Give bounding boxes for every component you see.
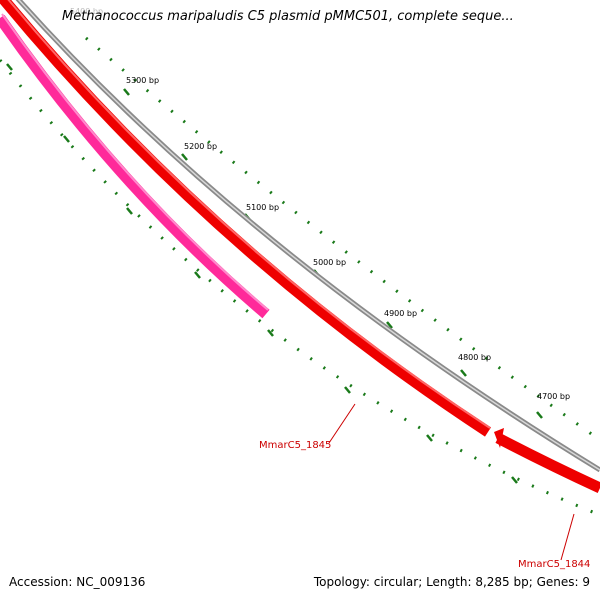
backbone-outer [15,0,600,473]
inner-tick-3 [126,207,133,215]
outer-tick-5200 [181,153,188,161]
bp-label-4700: 4700 bp [537,392,570,401]
gene-arrow-MmarC5_1844-head [494,428,504,448]
outer-tick-4800 [460,369,467,377]
bp-label-4800: 4800 bp [458,353,491,362]
bp-label-5200: 5200 bp [184,142,217,151]
bp-label-4900: 4900 bp [384,309,417,318]
accession-text: Accession: NC_009136 [9,575,146,589]
inner-tick-7 [426,434,433,442]
outer-tick-4700 [536,411,543,419]
gene-leader-MmarC5_1845 [328,403,356,444]
inner-tick-4 [194,271,201,279]
gene-label-MmarC5_1845[interactable]: MmarC5_1845 [259,440,331,451]
gene-arrow-reverse[interactable] [0,14,270,319]
bp-label-5000: 5000 bp [313,258,346,267]
inner-tick-2 [63,135,70,143]
gene-arrow-MmarC5_1845-highlight [7,0,491,429]
inner-tick-8 [511,476,518,484]
bp-label-5100: 5100 bp [246,203,279,212]
summary-text: Topology: circular; Length: 8,285 bp; Ge… [313,575,590,589]
bp-label-5400: 5400 bp [70,7,103,16]
outer-tick-ring [85,36,600,442]
inner-tick-1 [6,63,13,71]
gene-arrow-reverse-highlight [1,13,269,311]
bp-label-5300: 5300 bp [126,76,159,85]
gene-arrow-MmarC5_1844[interactable] [495,433,600,493]
gene-leader-MmarC5_1844 [560,513,575,561]
outer-tick-4900 [386,321,393,329]
outer-tick-5300 [123,88,130,96]
backbone-inner [17,0,600,471]
gene-label-MmarC5_1844[interactable]: MmarC5_1844 [518,559,590,570]
inner-tick-6 [344,386,351,394]
outer-major-ticks [123,88,543,419]
map-title: Methanococcus maripaludis C5 plasmid pMM… [62,9,514,24]
gene-arrow-MmarC5_1845[interactable] [0,0,492,437]
inner-tick-5 [267,329,274,337]
inner-major-ticks [6,63,518,484]
